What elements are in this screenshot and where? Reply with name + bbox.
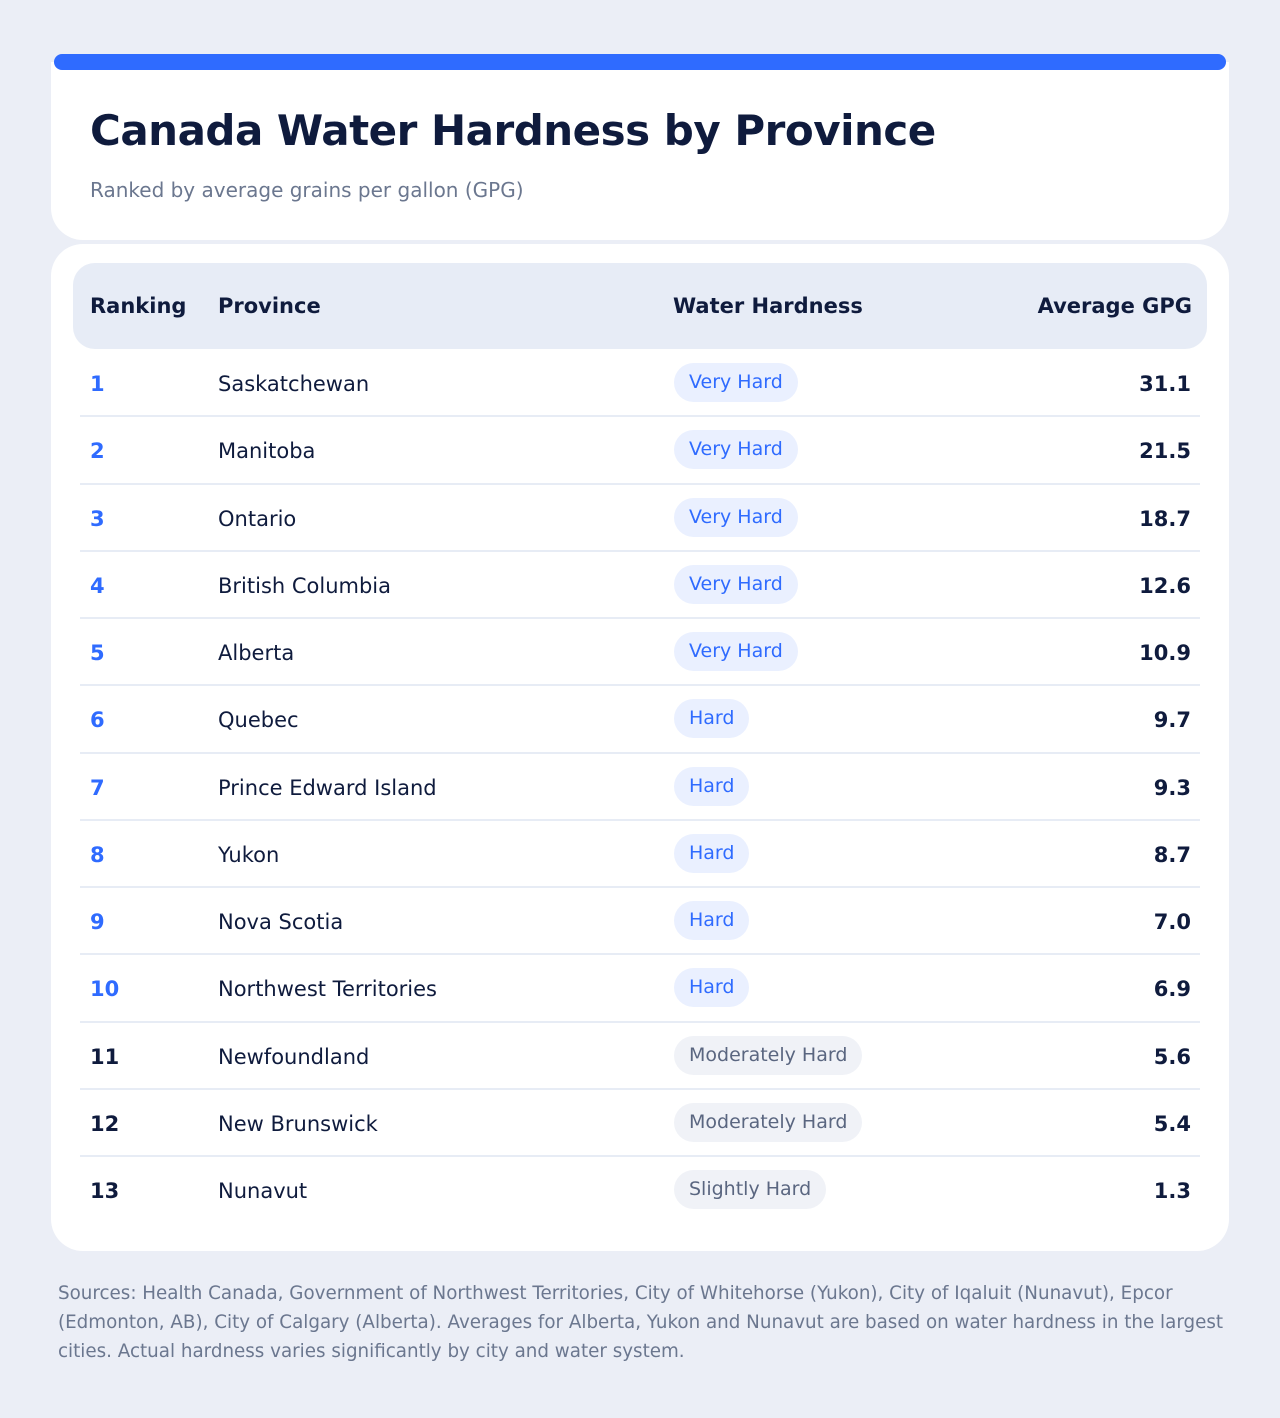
province-cell: Alberta bbox=[218, 641, 295, 665]
table-row: 7 Prince Edward Island Hard 9.3 bbox=[80, 754, 1200, 821]
table-row: 13 Nunavut Slightly Hard 1.3 bbox=[80, 1157, 1200, 1224]
column-header-province: Province bbox=[218, 294, 321, 318]
table-row: 9 Nova Scotia Hard 7.0 bbox=[80, 888, 1200, 956]
table-row: 3 Ontario Very Hard 18.7 bbox=[80, 485, 1200, 552]
rank-cell: 7 bbox=[90, 775, 105, 800]
hardness-badge: Slightly Hard bbox=[674, 1170, 827, 1209]
gpg-cell: 10.9 bbox=[1139, 641, 1191, 665]
rank-cell: 10 bbox=[90, 977, 120, 1002]
rank-cell: 8 bbox=[90, 842, 105, 867]
hardness-badge: Moderately Hard bbox=[674, 1102, 863, 1142]
province-cell: Prince Edward Island bbox=[218, 775, 437, 800]
gpg-cell: 1.3 bbox=[1153, 1179, 1191, 1203]
title-card: Canada Water Hardness by Province Ranked… bbox=[51, 62, 1229, 240]
table-row: 6 Quebec Hard 9.7 bbox=[80, 686, 1200, 754]
table-row: 11 Newfoundland Moderately Hard 5.6 bbox=[80, 1023, 1200, 1090]
page-title: Canada Water Hardness by Province bbox=[90, 106, 936, 155]
province-cell: Yukon bbox=[218, 842, 280, 867]
hardness-badge: Very Hard bbox=[674, 564, 798, 604]
hardness-badge: Moderately Hard bbox=[674, 1035, 863, 1075]
table-row: 8 Yukon Hard 8.7 bbox=[80, 821, 1200, 888]
table-row: 2 Manitoba Very Hard 21.5 bbox=[80, 417, 1200, 485]
table-row: 12 New Brunswick Moderately Hard 5.4 bbox=[80, 1090, 1200, 1157]
hardness-badge: Hard bbox=[674, 833, 750, 873]
table-row: 10 Northwest Territories Hard 6.9 bbox=[80, 955, 1200, 1023]
gpg-cell: 5.6 bbox=[1153, 1044, 1191, 1069]
rank-cell: 4 bbox=[90, 573, 105, 598]
province-cell: Quebec bbox=[218, 708, 299, 733]
gpg-cell: 18.7 bbox=[1139, 506, 1191, 531]
hardness-badge: Hard bbox=[674, 766, 750, 806]
province-cell: New Brunswick bbox=[218, 1111, 378, 1136]
gpg-cell: 8.7 bbox=[1153, 842, 1191, 867]
hardness-badge: Very Hard bbox=[674, 497, 798, 537]
province-cell: Newfoundland bbox=[218, 1044, 370, 1069]
sources-note: Sources: Health Canada, Government of No… bbox=[58, 1283, 1224, 1362]
table-header: Ranking Province Water Hardness Average … bbox=[73, 263, 1207, 349]
province-cell: Saskatchewan bbox=[218, 372, 370, 396]
rank-cell: 13 bbox=[90, 1179, 120, 1203]
table-card: Ranking Province Water Hardness Average … bbox=[51, 244, 1229, 1251]
hardness-badge: Very Hard bbox=[674, 632, 798, 671]
province-cell: Ontario bbox=[218, 506, 297, 531]
rank-cell: 12 bbox=[90, 1111, 120, 1136]
rank-cell: 9 bbox=[90, 910, 105, 934]
table-body: 1 Saskatchewan Very Hard 31.1 2 Manitoba Very … bbox=[80, 350, 1200, 1224]
gpg-cell: 5.4 bbox=[1153, 1111, 1191, 1136]
page-subtitle: Ranked by average grains per gallon (GPG… bbox=[90, 178, 524, 202]
gpg-cell: 12.6 bbox=[1139, 573, 1191, 598]
gpg-cell: 31.1 bbox=[1139, 372, 1191, 396]
column-header-average-gpg: Average GPG bbox=[1037, 294, 1192, 318]
column-header-water-hardness: Water Hardness bbox=[673, 294, 863, 318]
province-cell: British Columbia bbox=[218, 573, 392, 598]
rank-cell: 5 bbox=[90, 641, 105, 665]
hardness-badge: Hard bbox=[674, 699, 750, 739]
table-row: 5 Alberta Very Hard 10.9 bbox=[80, 619, 1200, 687]
column-header-ranking: Ranking bbox=[90, 294, 187, 318]
table-row: 4 British Columbia Very Hard 12.6 bbox=[80, 552, 1200, 619]
province-cell: Nova Scotia bbox=[218, 910, 344, 934]
gpg-cell: 9.3 bbox=[1153, 775, 1191, 800]
hardness-badge: Hard bbox=[674, 968, 750, 1008]
rank-cell: 6 bbox=[90, 708, 105, 733]
rank-cell: 2 bbox=[90, 439, 105, 464]
hardness-badge: Very Hard bbox=[674, 430, 798, 470]
rank-cell: 11 bbox=[90, 1044, 120, 1069]
rank-cell: 3 bbox=[90, 506, 105, 531]
gpg-cell: 7.0 bbox=[1153, 910, 1191, 934]
gpg-cell: 9.7 bbox=[1153, 708, 1191, 733]
province-cell: Northwest Territories bbox=[218, 977, 438, 1002]
province-cell: Nunavut bbox=[218, 1179, 308, 1203]
hardness-badge: Hard bbox=[674, 901, 750, 940]
rank-cell: 1 bbox=[90, 372, 105, 396]
hardness-badge: Very Hard bbox=[674, 363, 798, 402]
gpg-cell: 21.5 bbox=[1139, 439, 1191, 464]
gpg-cell: 6.9 bbox=[1153, 977, 1191, 1002]
accent-bar bbox=[54, 54, 1226, 70]
province-cell: Manitoba bbox=[218, 439, 316, 464]
table-row: 1 Saskatchewan Very Hard 31.1 bbox=[80, 350, 1200, 418]
